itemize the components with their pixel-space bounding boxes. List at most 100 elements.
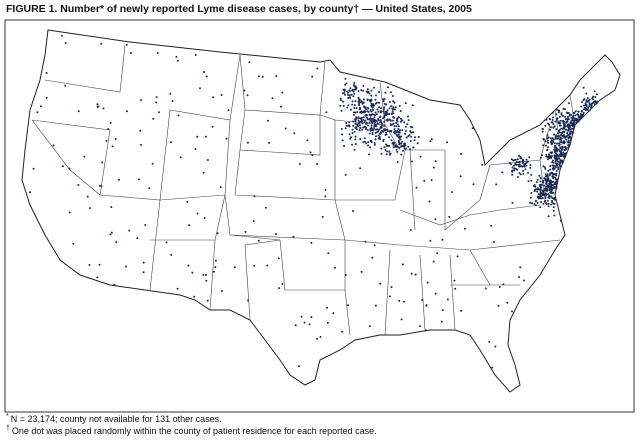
case-dot <box>390 130 393 133</box>
case-dot <box>374 121 377 124</box>
case-dot <box>372 129 375 132</box>
case-dot <box>139 129 142 132</box>
case-dot <box>156 52 159 54</box>
case-dot <box>392 144 395 146</box>
case-dot <box>550 185 553 188</box>
case-dot <box>354 100 357 103</box>
case-dot <box>343 88 346 91</box>
case-dot <box>396 123 399 126</box>
case-dot <box>580 105 583 108</box>
case-dot <box>588 109 591 112</box>
case-dot <box>98 263 101 266</box>
state-line <box>99 54 241 201</box>
case-dot <box>393 128 396 131</box>
case-dot <box>379 121 382 124</box>
case-dot <box>363 109 366 112</box>
case-dot <box>584 104 587 107</box>
case-dot <box>205 75 208 78</box>
case-dot <box>518 276 521 278</box>
case-dot <box>386 109 389 112</box>
case-dot <box>137 178 140 181</box>
case-dot <box>481 163 484 166</box>
state-line <box>344 239 561 251</box>
case-dot <box>563 156 566 158</box>
case-dot <box>547 202 550 205</box>
case-dot <box>358 104 360 107</box>
case-dot <box>562 114 564 117</box>
case-dot <box>423 179 426 182</box>
case-dot <box>380 107 383 110</box>
case-dot <box>142 261 145 264</box>
us-outline <box>21 29 621 393</box>
case-dot <box>545 153 548 156</box>
case-dot <box>140 143 142 146</box>
case-dot <box>158 111 160 114</box>
case-dot <box>424 329 427 332</box>
case-dot <box>538 174 541 177</box>
case-dot <box>358 107 361 110</box>
case-dot <box>368 113 371 116</box>
case-dot <box>203 217 206 220</box>
case-dot <box>360 270 363 273</box>
case-dot <box>354 88 357 91</box>
case-dot <box>558 157 560 160</box>
case-dot <box>407 115 409 118</box>
case-dot <box>434 292 437 295</box>
case-dot <box>352 95 355 98</box>
case-dot <box>555 166 557 169</box>
case-dot <box>394 106 397 109</box>
case-dot <box>553 214 556 217</box>
case-dot <box>327 252 330 255</box>
case-dot <box>187 264 190 267</box>
case-dot <box>519 156 522 158</box>
case-dot <box>321 215 324 218</box>
case-dot <box>205 279 208 282</box>
case-dot <box>540 183 543 186</box>
case-dot <box>460 309 463 312</box>
case-dot <box>540 201 543 203</box>
case-dot <box>388 118 391 121</box>
case-dot <box>571 116 574 119</box>
case-dot <box>593 103 596 106</box>
case-dot <box>374 114 377 117</box>
case-dot <box>554 146 556 149</box>
case-dot <box>348 121 351 124</box>
case-dot <box>374 111 377 114</box>
case-dot <box>512 159 515 162</box>
case-dot <box>212 96 215 99</box>
case-dot <box>370 94 373 97</box>
case-dot <box>136 237 139 240</box>
case-dot <box>360 100 363 103</box>
case-dot <box>352 210 354 212</box>
case-dot <box>554 186 557 189</box>
case-dot <box>563 124 566 127</box>
case-dot <box>413 139 416 142</box>
case-dot <box>388 144 391 147</box>
case-dot <box>399 129 401 132</box>
case-dot <box>564 118 567 121</box>
case-dot <box>354 85 357 88</box>
case-dot <box>555 181 558 184</box>
case-dot <box>558 115 561 118</box>
case-dot <box>537 193 540 196</box>
case-dot <box>311 154 314 157</box>
case-dot <box>541 130 544 133</box>
case-dot <box>539 180 542 183</box>
case-dot <box>202 273 205 276</box>
case-dot <box>364 240 367 243</box>
case-dot <box>409 148 412 151</box>
state-line <box>244 239 281 321</box>
case-dot <box>541 189 544 192</box>
case-dot <box>434 160 437 163</box>
case-dot <box>275 75 278 78</box>
case-dot <box>375 135 377 138</box>
case-dot <box>541 128 544 131</box>
case-dot <box>392 106 395 109</box>
case-dot <box>582 108 585 111</box>
case-dot <box>559 155 562 157</box>
case-dot <box>547 205 550 208</box>
case-dot <box>441 309 444 312</box>
case-dot <box>527 180 530 183</box>
case-dot <box>567 115 570 118</box>
